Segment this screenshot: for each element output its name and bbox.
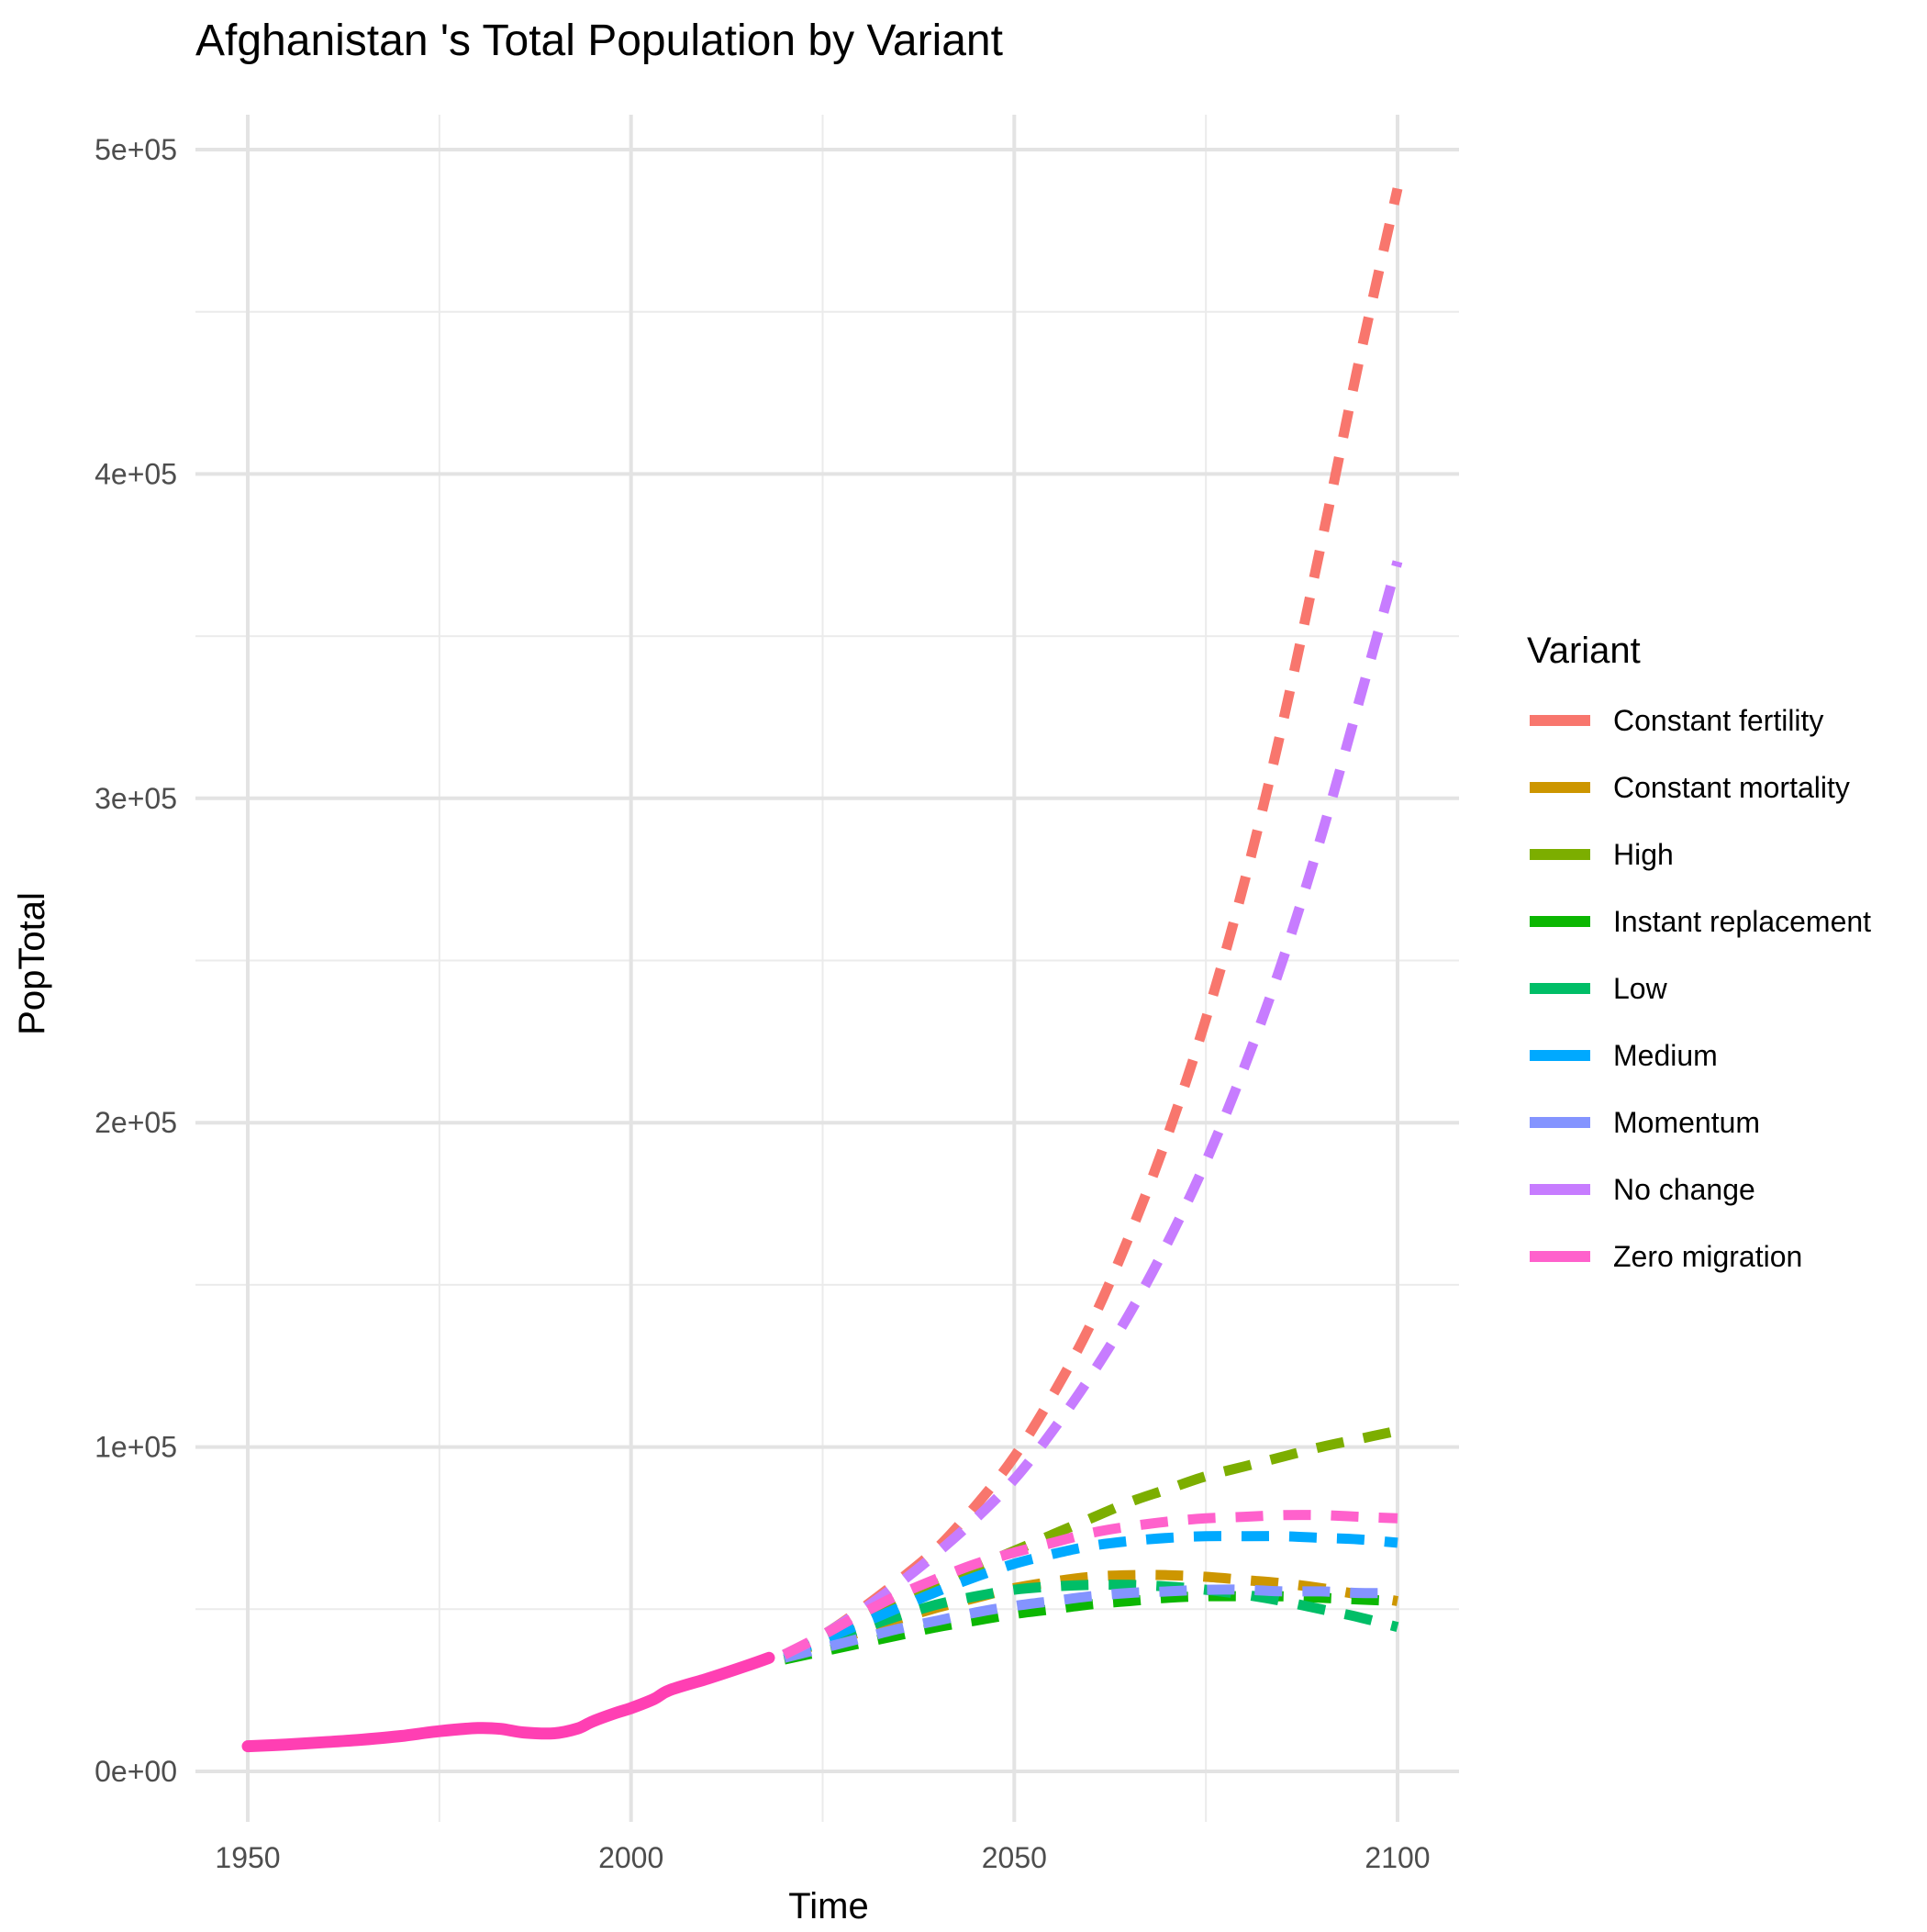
series-line-constant-fertility <box>782 187 1403 1659</box>
legend-label-instant-replacement: Instant replacement <box>1613 905 1871 938</box>
legend-title: Variant <box>1527 631 1641 671</box>
x-tick-label: 2000 <box>598 1841 663 1874</box>
legend-label-constant-mortality: Constant mortality <box>1613 771 1850 804</box>
legend-label-no-change: No change <box>1613 1173 1755 1206</box>
y-tick-label: 5e+05 <box>95 133 177 166</box>
series-lines <box>241 187 1403 1753</box>
x-tick-label: 2100 <box>1364 1841 1430 1874</box>
legend-label-high: High <box>1613 838 1674 871</box>
legend-label-constant-fertility: Constant fertility <box>1613 704 1823 737</box>
grid <box>195 115 1459 1822</box>
x-tick-label: 2050 <box>982 1841 1047 1874</box>
legend-label-momentum: Momentum <box>1613 1106 1760 1139</box>
series-line-no-change <box>782 560 1403 1659</box>
y-tick-label: 1e+05 <box>95 1431 177 1464</box>
legend-label-zero-migration: Zero migration <box>1613 1240 1802 1273</box>
series-line-medium <box>782 1531 1398 1659</box>
x-tick-label: 1950 <box>215 1841 280 1874</box>
y-tick-label: 0e+00 <box>95 1755 177 1788</box>
series-line-momentum <box>783 1584 1398 1663</box>
legend-label-medium: Medium <box>1613 1039 1718 1072</box>
series-line-zero-migration <box>782 1510 1398 1659</box>
y-tick-label: 3e+05 <box>95 782 177 815</box>
y-tick-label: 4e+05 <box>95 457 177 490</box>
legend-label-low: Low <box>1613 972 1668 1005</box>
chart-title: Afghanistan 's Total Population by Varia… <box>195 17 1003 65</box>
legend: Variant Constant fertility Constant morta… <box>1527 631 1871 1273</box>
series-line-low <box>782 1580 1399 1660</box>
y-tick-label: 2e+05 <box>95 1106 177 1139</box>
x-axis-label: Time <box>788 1886 868 1926</box>
series-line-instant-replacement <box>783 1591 1398 1665</box>
y-axis-label: PopTotal <box>12 892 52 1035</box>
axes: 1950 2000 2050 2100 0e+00 1e+05 2e+05 3e+05 4e+0… <box>95 133 1430 1874</box>
historical-line <box>241 1651 775 1753</box>
